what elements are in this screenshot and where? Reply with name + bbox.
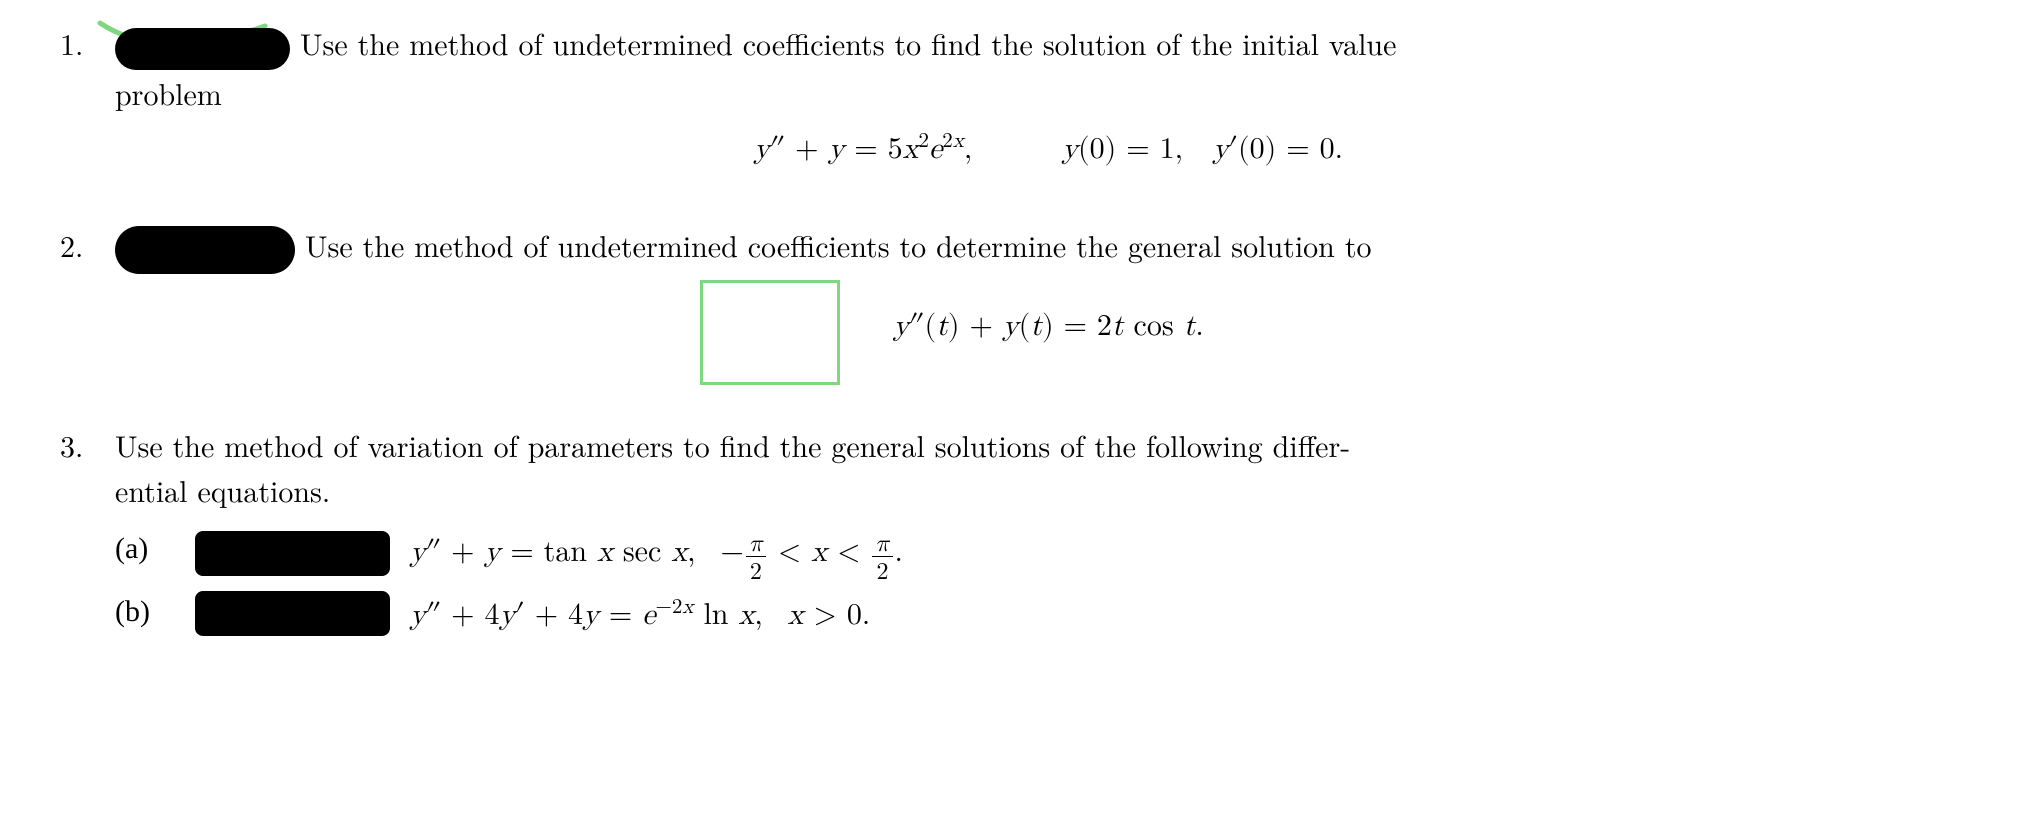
subproblem-b-label: (b) [115,589,195,638]
problem-2-content: Use the method of undetermined coefficie… [115,222,1982,385]
problem-2-text: Use the method of undetermined coefficie… [305,223,1372,266]
problem-3-text-line2: ential equations. [115,467,1982,512]
problem-1-text: Use the method of undetermined coefficie… [300,21,1396,64]
problem-1-equation: y″ + y = 5x2e2x, y(0) = 1, y′(0) = 0. [115,127,1982,172]
subproblem-a: (a) y″ + y = tan x sec x, −π2 < x < π2. [115,526,1982,581]
problem-2-equation: y″(t) + y(t) = 2t cos t. [115,304,1982,349]
redaction-icon [115,28,290,70]
redaction-icon [195,531,390,576]
subproblem-b-equation: y″ + 4y′ + 4y = e−2x ln x, x > 0. [410,589,870,638]
subproblem-b: (b) y″ + 4y′ + 4y = e−2x ln x, x > 0. [115,589,1982,638]
redaction-icon [115,226,295,274]
problem-3: 3. Use the method of variation of parame… [60,422,1982,638]
problem-3-content: Use the method of variation of parameter… [115,422,1982,638]
redaction-icon [195,591,390,636]
problem-3-number: 3. [60,422,115,638]
problem-2-number: 2. [60,222,115,385]
problem-1-continuation: problem [115,70,1982,115]
problem-2: 2. Use the method of undetermined coeffi… [60,222,1982,385]
subproblem-a-equation: y″ + y = tan x sec x, −π2 < x < π2. [410,526,903,581]
subproblem-a-label: (a) [115,526,195,581]
problem-1-content: Use the method of undetermined coefficie… [115,20,1982,184]
problem-1: 1. Use the method of undetermined coeffi… [60,20,1982,184]
problem-3-text-line1: Use the method of variation of parameter… [115,423,1350,466]
problem-1-number: 1. [60,20,115,184]
